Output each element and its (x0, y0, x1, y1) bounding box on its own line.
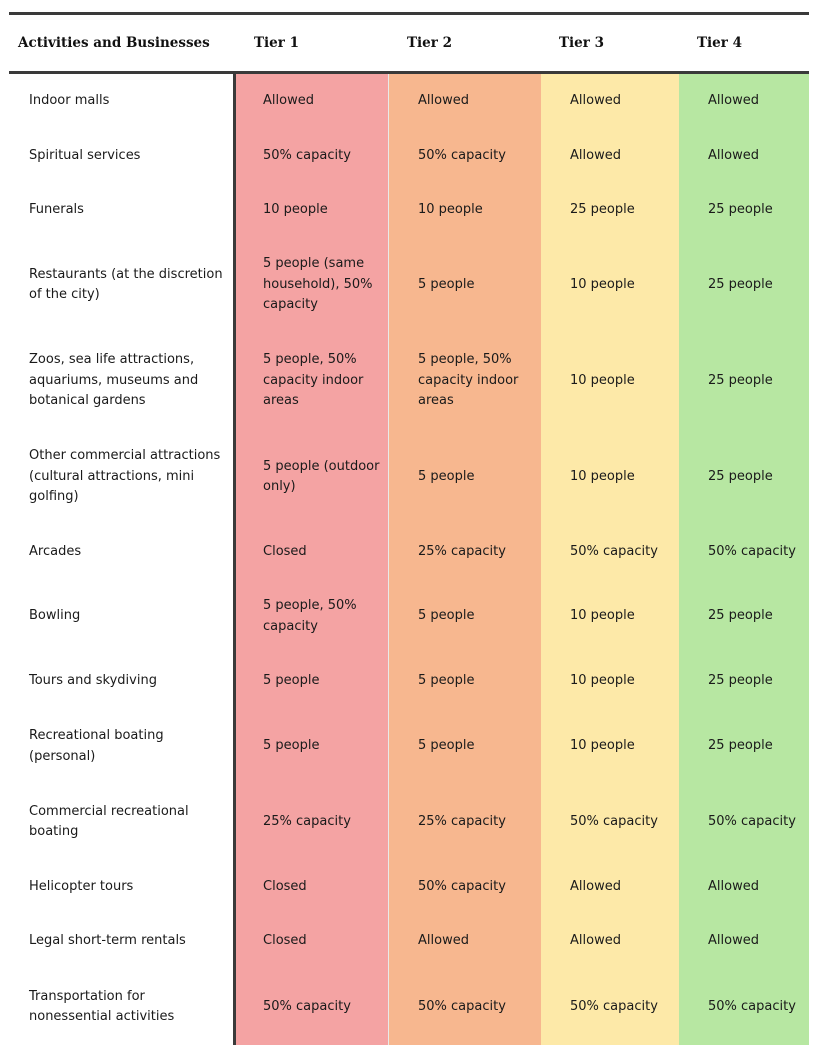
tier-1-cell: 5 people, 50% capacity indoor areas (236, 333, 389, 429)
activity-cell: Helicopter tours (9, 860, 236, 914)
tier-2-cell: 50% capacity (389, 860, 541, 914)
tier-2-cell: 5 people (389, 654, 541, 709)
tier-3-cell: Allowed (541, 914, 679, 969)
tier-1-cell: Closed (236, 525, 389, 579)
activity-cell: Indoor malls (9, 74, 236, 129)
header-tier-1: Tier 1 (254, 35, 299, 51)
tier-3-cell: 10 people (541, 654, 679, 709)
tier-table: Activities and Businesses Tier 1 Tier 2 … (9, 12, 809, 1045)
top-rule (9, 12, 809, 15)
activity-cell: Arcades (9, 525, 236, 579)
tier-1-cell: 50% capacity (236, 129, 389, 183)
tier-3-cell: 25 people (541, 183, 679, 237)
tier-4-cell: 25 people (679, 654, 809, 709)
tier-2-cell: 50% capacity (389, 969, 541, 1045)
tier-4-cell: 50% capacity (679, 784, 809, 860)
tier-1-cell: Closed (236, 914, 389, 969)
activity-cell: Spiritual services (9, 129, 236, 183)
tier-3-cell: 10 people (541, 579, 679, 654)
tier-3-cell: 10 people (541, 429, 679, 525)
header-rule (9, 71, 809, 74)
tier-1-cell: 25% capacity (236, 784, 389, 860)
activity-cell: Funerals (9, 183, 236, 237)
tier-4-cell: 25 people (679, 237, 809, 333)
table-header: Activities and Businesses Tier 1 Tier 2 … (9, 15, 809, 71)
tier-3-cell: 50% capacity (541, 525, 679, 579)
header-tier-2: Tier 2 (407, 35, 452, 51)
tier-4-cell: 25 people (679, 429, 809, 525)
tier-3-cell: Allowed (541, 74, 679, 129)
tier-4-cell: 25 people (679, 333, 809, 429)
tier-2-cell: 5 people (389, 709, 541, 784)
tier-4-cell: 25 people (679, 183, 809, 237)
activity-cell: Restaurants (at the discretion of the ci… (9, 237, 236, 333)
tier-2-cell: 25% capacity (389, 784, 541, 860)
tier-2-cell: 25% capacity (389, 525, 541, 579)
tier-3-cell: 50% capacity (541, 784, 679, 860)
activity-cell: Recreational boating (personal) (9, 709, 236, 784)
tier-4-cell: Allowed (679, 914, 809, 969)
activity-cell: Tours and skydiving (9, 654, 236, 709)
tier-1-cell: Closed (236, 860, 389, 914)
tier-1-cell: Allowed (236, 74, 389, 129)
tier-2-cell: 50% capacity (389, 129, 541, 183)
tier-1-cell: 5 people (236, 709, 389, 784)
tier-1-cell: 5 people (same household), 50% capacity (236, 237, 389, 333)
tier-4-cell: 50% capacity (679, 525, 809, 579)
tier-4-cell: Allowed (679, 74, 809, 129)
activity-cell: Other commercial attractions (cultural a… (9, 429, 236, 525)
activity-cell: Bowling (9, 579, 236, 654)
tier-1-cell: 5 people (236, 654, 389, 709)
tier-3-cell: 50% capacity (541, 969, 679, 1045)
tier-4-cell: 25 people (679, 579, 809, 654)
activity-cell: Zoos, sea life attractions, aquariums, m… (9, 333, 236, 429)
tier-3-cell: 10 people (541, 709, 679, 784)
tier-3-cell: Allowed (541, 129, 679, 183)
tier-1-cell: 50% capacity (236, 969, 389, 1045)
tier-3-cell: Allowed (541, 860, 679, 914)
tier-4-cell: Allowed (679, 129, 809, 183)
tier-3-cell: 10 people (541, 237, 679, 333)
tier-2-cell: 10 people (389, 183, 541, 237)
tier-2-cell: Allowed (389, 74, 541, 129)
table-body: Indoor malls Allowed Allowed Allowed All… (9, 74, 809, 1045)
tier-4-cell: Allowed (679, 860, 809, 914)
tier-4-cell: 50% capacity (679, 969, 809, 1045)
header-tier-4: Tier 4 (697, 35, 742, 51)
tier-2-cell: Allowed (389, 914, 541, 969)
header-activities: Activities and Businesses (18, 35, 210, 51)
tier-4-cell: 25 people (679, 709, 809, 784)
activity-cell: Commercial recreational boating (9, 784, 236, 860)
tier-1-cell: 5 people, 50% capacity (236, 579, 389, 654)
tier-3-cell: 10 people (541, 333, 679, 429)
tier-1-cell: 10 people (236, 183, 389, 237)
tier-2-cell: 5 people (389, 429, 541, 525)
activity-cell: Legal short-term rentals (9, 914, 236, 969)
tier-1-cell: 5 people (outdoor only) (236, 429, 389, 525)
tier-2-cell: 5 people (389, 237, 541, 333)
tier-2-cell: 5 people, 50% capacity indoor areas (389, 333, 541, 429)
tier-2-cell: 5 people (389, 579, 541, 654)
header-tier-3: Tier 3 (559, 35, 604, 51)
activity-cell: Transportation for nonessential activiti… (9, 969, 236, 1045)
